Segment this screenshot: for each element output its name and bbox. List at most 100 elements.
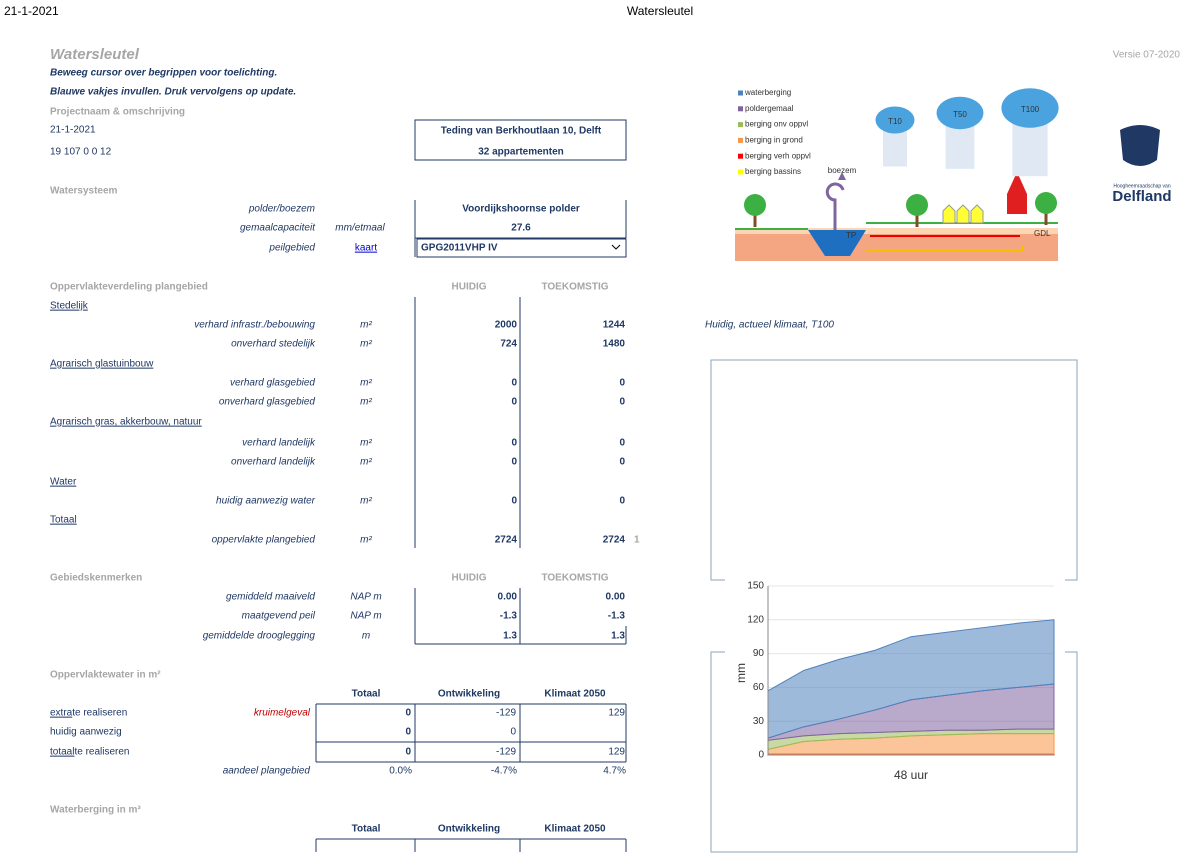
map-link[interactable]: kaart <box>355 243 377 254</box>
project-box <box>414 119 627 161</box>
unit: m² <box>360 320 372 331</box>
project-code: 19 107 0 0 12 <box>50 147 112 158</box>
column-header: TOEKOMSTIG <box>541 573 608 584</box>
header-title: Watersleutel <box>627 4 693 18</box>
legend-swatch <box>738 106 743 112</box>
value: 0 <box>510 727 516 738</box>
area <box>767 619 1055 739</box>
y-tick-label: 60 <box>753 682 765 693</box>
legend-label: berging onv oppvl <box>745 120 808 129</box>
app-title: Watersleutel <box>50 46 140 63</box>
row-label: aandeel plangebied <box>223 766 311 777</box>
unit: m² <box>360 457 372 468</box>
unit: NAP m <box>350 592 381 603</box>
column-header: Ontwikkeling <box>438 689 500 700</box>
unit: m² <box>360 339 372 350</box>
legend-label: waterberging <box>744 88 791 97</box>
select-box[interactable] <box>416 238 627 258</box>
field-label: gemaalcapaciteit <box>240 223 316 234</box>
instruction: Beweeg cursor over begrippen voor toelic… <box>50 68 277 79</box>
cloud <box>1001 88 1059 128</box>
value: 129 <box>608 747 625 758</box>
house <box>970 204 984 224</box>
project-address: Teding van Berkhoutlaan 10, Delft <box>441 126 602 137</box>
select-value[interactable]: GPG2011VHP IV <box>421 243 498 254</box>
legend-swatch <box>738 169 743 175</box>
house <box>956 204 970 224</box>
field-label: polder/boezem <box>248 204 315 215</box>
value: -129 <box>496 747 516 758</box>
y-axis-label: mm <box>734 663 748 683</box>
legend-label: poldergemaal <box>745 104 794 113</box>
row-label: onverhard stedelijk <box>231 339 316 350</box>
section-heading: Gebiedskenmerken <box>50 573 142 584</box>
value: 2724 <box>603 535 626 546</box>
gdl-label: GDL <box>1034 229 1051 238</box>
flow-arrow <box>865 245 1023 251</box>
unit: m <box>362 631 370 642</box>
unit: m² <box>360 438 372 449</box>
value: 724 <box>500 339 517 350</box>
unit: m² <box>360 535 372 546</box>
select-arrow <box>611 244 621 250</box>
ground-top <box>735 228 1058 234</box>
column-header: Totaal <box>352 824 381 835</box>
column-header: HUIDIG <box>452 282 487 293</box>
y-tick-label: 120 <box>747 614 764 625</box>
pump <box>825 182 845 230</box>
tower <box>1007 172 1027 214</box>
tree <box>1035 192 1057 214</box>
scenario-label: Huidig, actueel klimaat, T100 <box>705 320 834 331</box>
column-header: HUIDIG <box>452 573 487 584</box>
row-label: onverhard landelijk <box>231 457 316 468</box>
rain <box>883 129 907 167</box>
group-label: Agrarisch glastuinbouw <box>50 359 154 370</box>
column-header: TOEKOMSTIG <box>541 282 608 293</box>
row-label: verhard glasgebied <box>230 378 315 389</box>
value: 1480 <box>603 339 626 350</box>
value: 2724 <box>495 535 518 546</box>
value: 0 <box>511 496 517 507</box>
version: Versie 07-2020 <box>1113 50 1181 61</box>
value: 129 <box>608 708 625 719</box>
row-label: gemiddeld maaiveld <box>226 592 315 603</box>
value: 0 <box>405 747 411 758</box>
rain <box>1012 121 1048 177</box>
group-label: Stedelijk <box>50 301 89 312</box>
row-label: extra <box>50 708 73 719</box>
value: 0 <box>619 496 625 507</box>
unit: m² <box>360 496 372 507</box>
legend-swatch <box>738 137 743 143</box>
legend-label: berging bassins <box>745 167 801 176</box>
row-label: te realiseren <box>74 747 129 758</box>
field-label: peilgebied <box>268 243 315 254</box>
cloud-label: T10 <box>888 117 902 126</box>
value: 1244 <box>603 320 626 331</box>
legend-label: berging in grond <box>745 136 803 145</box>
value: 0.0% <box>389 766 412 777</box>
value: 0 <box>619 397 625 408</box>
value: 0.00 <box>606 592 626 603</box>
value: 0 <box>405 727 411 738</box>
y-tick-label: 30 <box>753 716 765 727</box>
value: 4.7% <box>603 766 626 777</box>
check: 1 <box>634 535 640 546</box>
canal <box>808 230 866 256</box>
unit: m² <box>360 397 372 408</box>
logo-text: Hoogheemraadschap van <box>1113 183 1170 189</box>
legend-swatch <box>738 153 743 159</box>
column-header: Totaal <box>352 689 381 700</box>
cloud-label: T50 <box>953 110 967 119</box>
legend-swatch <box>738 90 743 96</box>
value: 0 <box>511 438 517 449</box>
x-axis-label: 48 uur <box>894 768 928 782</box>
panel <box>710 359 1078 581</box>
value: 1.3 <box>503 631 517 642</box>
value: -1.3 <box>608 611 626 622</box>
section-heading: Oppervlakteverdeling plangebied <box>50 282 208 293</box>
cloud <box>875 106 915 134</box>
value: 1.3 <box>611 631 625 642</box>
y-tick-label: 150 <box>747 581 764 592</box>
value: 0 <box>511 397 517 408</box>
